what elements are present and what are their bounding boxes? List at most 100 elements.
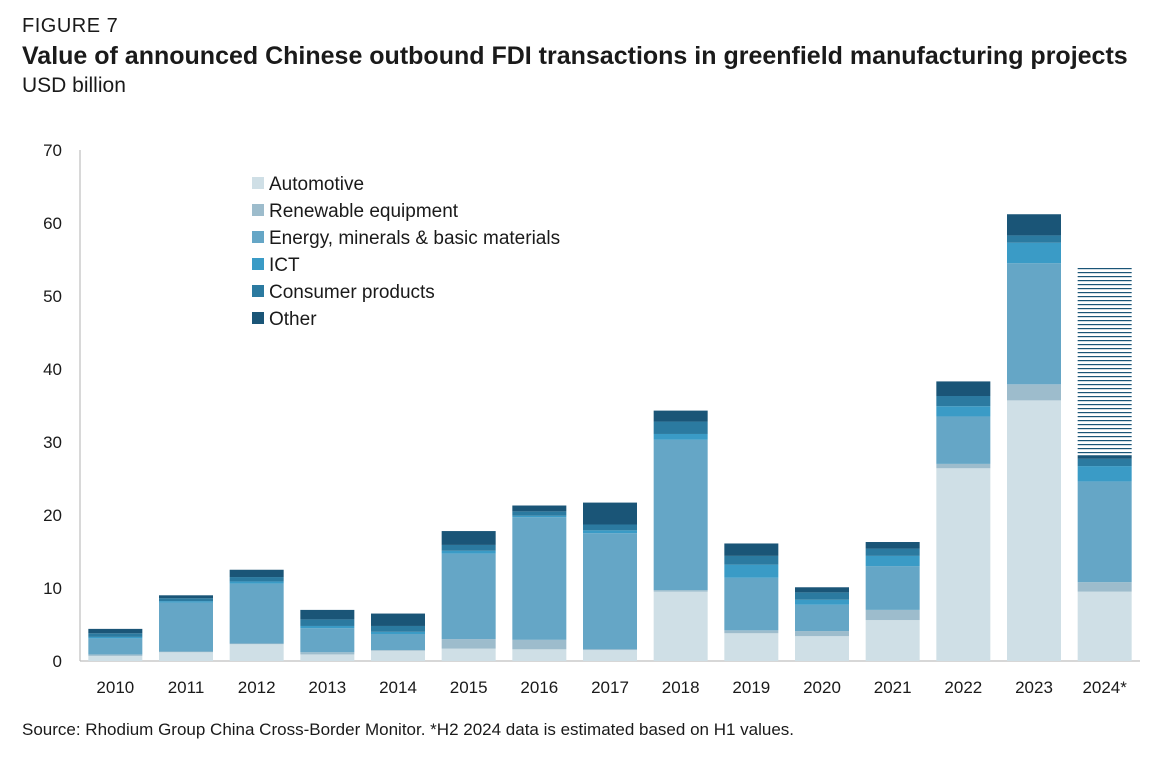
bar-segment-2022-renewable-equipment <box>936 463 991 469</box>
bar-segment-2020-consumer-products <box>795 592 849 600</box>
bar-segment-2018-automotive <box>653 591 708 661</box>
legend-swatch <box>252 285 264 297</box>
bar-segment-2018-ict <box>653 433 708 440</box>
bar-segment-2019-automotive <box>724 633 779 661</box>
bar-segment-2021-energy-minerals-basic-materials <box>865 566 920 610</box>
bar-estimated-extension <box>1077 267 1132 456</box>
bar-segment-2014-renewable-equipment <box>371 650 425 651</box>
bar-segment-2011-energy-minerals-basic-materials <box>159 602 213 652</box>
bar-segment-2016-energy-minerals-basic-materials <box>512 517 567 640</box>
stacked-bar-chart: 0 10 20 30 40 50 60 70 2010 2011 2012 2013 2014 2015 2… <box>43 141 1140 697</box>
bar-segment-2012-consumer-products <box>229 577 284 582</box>
bar-segment-2013-automotive <box>300 654 355 661</box>
bar-segment-2023-automotive <box>1007 400 1061 661</box>
bar-segment-2015-energy-minerals-basic-materials <box>441 553 496 640</box>
bar-segment-2021-other <box>865 542 920 549</box>
bar-segment-2017-renewable-equipment <box>583 649 637 651</box>
x-tick-label: 2010 <box>96 678 134 697</box>
chart-header: FIGURE 7 Value of announced Chinese outb… <box>22 14 1128 100</box>
bar-segment-2011-other <box>159 595 213 599</box>
bar-segment-2013-consumer-products <box>300 619 355 626</box>
bar-segment-2016-other <box>512 505 567 512</box>
bar-segment-2021-automotive <box>865 620 920 661</box>
legend-label: Automotive <box>269 174 364 195</box>
bar-segment-2022-consumer-products <box>936 396 991 407</box>
bar-segment-2014-ict <box>371 631 425 634</box>
bar-segment-2010-consumer-products <box>88 633 143 637</box>
bar-segment-2019-other <box>724 543 779 556</box>
bar-segment-2022-automotive <box>936 468 991 661</box>
bar-segment-2012-ict <box>229 581 284 584</box>
legend-label: Other <box>269 309 317 330</box>
bar-segment-2019-energy-minerals-basic-materials <box>724 577 779 631</box>
bar-segment-2010-other <box>88 628 143 634</box>
bar-segment-2013-energy-minerals-basic-materials <box>300 628 355 653</box>
legend-label: ICT <box>269 255 300 276</box>
legend-swatch <box>252 177 264 189</box>
legend-swatch <box>252 204 264 216</box>
bar-segment-2015-other <box>441 531 496 545</box>
x-tick-label: 2017 <box>591 678 629 697</box>
x-tick-label: 2024* <box>1082 678 1127 697</box>
y-tick-label: 20 <box>43 506 62 525</box>
bar-segment-2017-ict <box>583 530 637 534</box>
bar-segment-2011-ict <box>159 601 213 603</box>
bar-segment-2022-ict <box>936 406 991 417</box>
bar-segment-2023-renewable-equipment <box>1007 384 1061 401</box>
x-tick-label: 2014 <box>379 678 417 697</box>
bar-segment-2021-ict <box>865 555 920 567</box>
bar-segment-2010-ict <box>88 636 143 639</box>
bar-segment-2013-renewable-equipment <box>300 652 355 655</box>
bar-segment-2024-consumer-products <box>1077 458 1132 467</box>
bar-segment-2011-consumer-products <box>159 598 213 602</box>
x-tick-label: 2022 <box>944 678 982 697</box>
bar-segment-2012-automotive <box>229 644 284 661</box>
bar-segment-2015-ict <box>441 550 496 554</box>
chart-subtitle: USD billion <box>22 74 126 97</box>
bar-segment-2013-ict <box>300 625 355 629</box>
x-tick-label: 2016 <box>520 678 558 697</box>
bar-segment-2020-energy-minerals-basic-materials <box>795 604 849 632</box>
bar-segment-2020-ict <box>795 599 849 605</box>
bar-segment-2020-other <box>795 587 849 593</box>
bar-segment-2013-other <box>300 609 355 620</box>
bar-segment-2012-renewable-equipment <box>229 643 284 645</box>
legend-label: Energy, minerals & basic materials <box>269 228 560 249</box>
y-tick-label: 50 <box>43 287 62 306</box>
x-tick-label: 2020 <box>803 678 841 697</box>
y-tick-label: 60 <box>43 214 62 233</box>
bar-segment-2014-energy-minerals-basic-materials <box>371 633 425 651</box>
bar-segment-2015-renewable-equipment <box>441 639 496 649</box>
bar-segment-2010-energy-minerals-basic-materials <box>88 638 143 655</box>
bar-segment-2019-consumer-products <box>724 555 779 565</box>
legend-swatch <box>252 231 264 243</box>
bar-segment-2020-automotive <box>795 636 849 661</box>
bar-segment-2015-consumer-products <box>441 544 496 551</box>
chart-title: Value of announced Chinese outbound FDI … <box>22 42 1128 70</box>
bar-segment-2017-consumer-products <box>583 524 637 531</box>
bar-segment-2018-energy-minerals-basic-materials <box>653 439 708 591</box>
bar-segment-2021-renewable-equipment <box>865 609 920 621</box>
bar-segment-2017-automotive <box>583 650 637 661</box>
source-note: Source: Rhodium Group China Cross-Border… <box>22 720 795 739</box>
bar-segment-2014-consumer-products <box>371 625 425 632</box>
x-tick-label: 2019 <box>732 678 770 697</box>
bar-segment-2010-renewable-equipment <box>88 654 143 656</box>
bar-segment-2024-other <box>1077 455 1132 459</box>
bar-segment-2022-energy-minerals-basic-materials <box>936 416 991 464</box>
x-tick-label: 2018 <box>662 678 700 697</box>
legend-swatch <box>252 258 264 270</box>
bar-segment-2018-consumer-products <box>653 421 708 434</box>
legend-label: Renewable equipment <box>269 201 459 222</box>
y-tick-label: 30 <box>43 433 62 452</box>
bar-segment-2023-ict <box>1007 242 1061 264</box>
bar-segment-2023-energy-minerals-basic-materials <box>1007 263 1061 385</box>
bar-segment-2014-other <box>371 613 425 626</box>
bar-segment-2016-automotive <box>512 649 567 661</box>
bar-segment-2022-other <box>936 381 991 397</box>
bar-segment-2016-consumer-products <box>512 511 567 516</box>
bar-segment-2018-other <box>653 410 708 422</box>
bar-segment-2018-renewable-equipment <box>653 590 708 592</box>
bar-segment-2016-ict <box>512 515 567 518</box>
bar-segment-2016-renewable-equipment <box>512 639 567 650</box>
